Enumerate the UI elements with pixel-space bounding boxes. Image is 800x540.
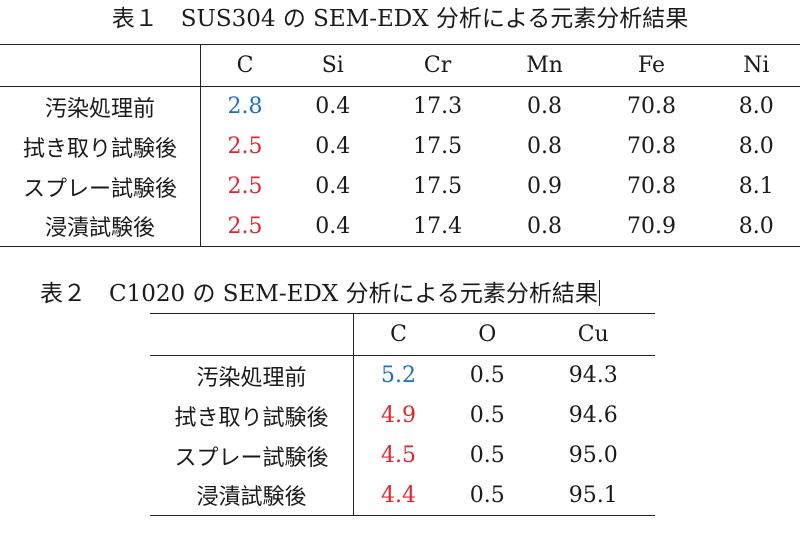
row-label: 浸漬試験後 <box>0 206 201 247</box>
cell-mn: 0.9 <box>527 174 563 199</box>
table-row: 拭き取り試験後 2.5 0.4 17.5 0.8 70.8 8.0 <box>0 126 800 167</box>
cell-ni: 8.0 <box>738 94 774 120</box>
table2-c1020: C O Cu 汚染処理前 5.2 0.5 94.3 拭き取り試験後 4.9 0.… <box>150 313 655 516</box>
cell-mn: 0.8 <box>498 206 591 247</box>
row-label: 拭き取り試験後 <box>0 126 201 167</box>
table2-col-c: C <box>353 313 444 356</box>
table1-sus304: C Si Cr Mn Fe Ni 汚染処理前 2.8 0.4 17.3 0.8 … <box>0 44 800 247</box>
table2-caption: 表２ C1020 の SEM-EDX 分析による元素分析結果 <box>40 279 600 309</box>
row-label: 浸漬試験後 <box>150 475 354 516</box>
table2-header-row: C O Cu <box>150 313 655 356</box>
table-row: スプレー試験後 2.5 0.4 17.5 0.9 70.8 8.1 <box>0 166 800 207</box>
cell-c: 4.5 <box>381 443 417 468</box>
row-label: スプレー試験後 <box>0 166 201 207</box>
table2-corner-cell <box>150 313 354 356</box>
cell-o: 0.5 <box>469 403 505 428</box>
cell-cr: 17.5 <box>413 174 463 199</box>
cell-fe: 70.9 <box>590 206 713 247</box>
cell-cr: 17.5 <box>413 134 463 159</box>
table-row: 汚染処理前 2.8 0.4 17.3 0.8 70.8 8.0 <box>0 86 800 127</box>
table1-corner-cell <box>0 44 201 87</box>
cell-mn: 0.8 <box>527 94 563 120</box>
cell-c: 2.5 <box>200 206 290 247</box>
row-label: 汚染処理前 <box>0 86 201 127</box>
cell-cr: 17.4 <box>376 206 499 247</box>
table-row: 浸漬試験後 2.5 0.4 17.4 0.8 70.9 8.0 <box>0 206 800 247</box>
cell-si: 0.4 <box>315 134 351 159</box>
cell-c: 4.4 <box>353 475 444 516</box>
cell-si: 0.4 <box>315 174 351 199</box>
table1-col-c: C <box>200 44 290 87</box>
cell-mn: 0.8 <box>527 134 563 159</box>
row-label: 汚染処理前 <box>150 355 354 396</box>
text-cursor <box>598 280 600 306</box>
cell-cu: 95.1 <box>531 475 655 516</box>
cell-c: 2.8 <box>227 94 263 120</box>
cell-fe: 70.8 <box>626 174 676 199</box>
table1-col-fe: Fe <box>590 44 713 87</box>
cell-ni: 8.0 <box>738 134 774 159</box>
row-label: スプレー試験後 <box>150 435 354 476</box>
cell-si: 0.4 <box>315 94 351 120</box>
table2-col-cu: Cu <box>531 313 655 356</box>
table2-col-o: O <box>443 313 532 356</box>
cell-fe: 70.8 <box>626 134 676 159</box>
cell-si: 0.4 <box>289 206 377 247</box>
cell-ni: 8.0 <box>712 206 800 247</box>
table1-col-ni: Ni <box>712 44 800 87</box>
cell-c: 2.5 <box>227 174 263 199</box>
table-row: 拭き取り試験後 4.9 0.5 94.6 <box>150 395 655 436</box>
table1-col-si: Si <box>289 44 377 87</box>
cell-cu: 94.6 <box>568 403 618 428</box>
cell-cu: 95.0 <box>568 443 618 468</box>
table1-header-row: C Si Cr Mn Fe Ni <box>0 44 800 87</box>
table-row: 汚染処理前 5.2 0.5 94.3 <box>150 355 655 396</box>
cell-c: 2.5 <box>227 134 263 159</box>
table1-caption: 表１ SUS304 の SEM-EDX 分析による元素分析結果 <box>111 6 689 32</box>
cell-cr: 17.3 <box>413 94 463 120</box>
cell-o: 0.5 <box>469 443 505 468</box>
cell-cu: 94.3 <box>568 363 618 389</box>
cell-fe: 70.8 <box>626 94 676 120</box>
table2-caption-text: 表２ C1020 の SEM-EDX 分析による元素分析結果 <box>40 281 598 307</box>
table1-col-mn: Mn <box>498 44 591 87</box>
cell-ni: 8.1 <box>738 174 774 199</box>
table-row: スプレー試験後 4.5 0.5 95.0 <box>150 435 655 476</box>
row-label: 拭き取り試験後 <box>150 395 354 436</box>
table-row: 浸漬試験後 4.4 0.5 95.1 <box>150 475 655 516</box>
table1-col-cr: Cr <box>376 44 499 87</box>
cell-c: 4.9 <box>381 403 417 428</box>
cell-o: 0.5 <box>443 475 532 516</box>
cell-o: 0.5 <box>469 363 505 389</box>
cell-c: 5.2 <box>381 363 417 389</box>
